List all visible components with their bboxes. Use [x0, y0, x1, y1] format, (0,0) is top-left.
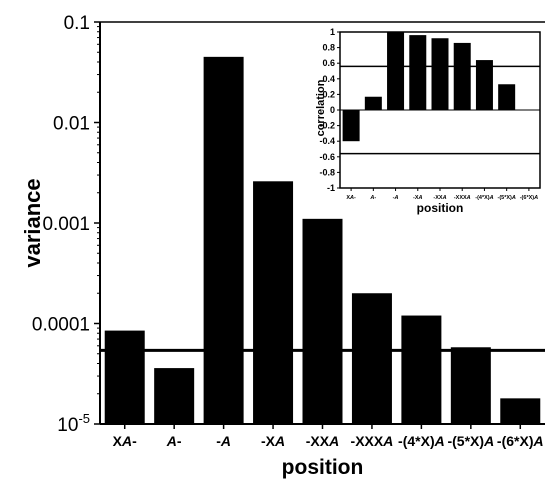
x-tick-label: XA- [113, 433, 137, 449]
y-axis-label: variance [20, 178, 45, 267]
y-tick-label: 0.001 [42, 214, 90, 235]
inset-bar [520, 110, 538, 111]
inset-bar [409, 35, 427, 111]
x-tick-label: A- [166, 433, 182, 449]
inset-y-tick-label: 1 [330, 27, 335, 37]
bar [203, 56, 244, 424]
inset-x-axis-label: position [417, 201, 464, 215]
inset-x-tick-label: -XXXA [454, 195, 471, 201]
y-tick-label: 10-5 [57, 411, 90, 436]
x-axis-label: position [282, 456, 364, 479]
inset-y-axis-label: correlation [315, 79, 327, 136]
inset-y-tick-label: -0.6 [319, 152, 335, 162]
inset-y-tick-label: -0.8 [319, 167, 335, 177]
main-plot: 0.1 0.01 0.001 0.0001 10-5 variance XA- A- -A -XA… [20, 13, 545, 479]
x-tick-label: -XXA [306, 433, 339, 449]
inset-y-tick-label: -0.4 [319, 136, 335, 146]
x-tick-label: -(6*X)A [497, 433, 544, 449]
inset-bar [431, 38, 449, 110]
bar [104, 330, 145, 424]
inset-y-tick-label: 0.8 [322, 43, 335, 53]
y-tick-label: 0.01 [53, 114, 90, 135]
inset-y-tick-label: 0.2 [322, 89, 335, 99]
inset-x-tick-label: -(4*X)A [475, 195, 493, 201]
x-tick-label: -A [216, 433, 231, 449]
inset-x-tick-label: -XXA [433, 195, 446, 201]
inset-x-tick-label: -A [393, 195, 399, 201]
inset-y-tick-label: -0.2 [319, 121, 335, 131]
inset-y-tick-label: 0.6 [322, 58, 335, 68]
inset-y-tick-label: 0.4 [322, 74, 335, 84]
bar [351, 293, 392, 424]
inset-bar [364, 96, 382, 110]
inset-x-tick-label: -(5*X)A [497, 195, 515, 201]
inset-x-tick-label: A- [369, 195, 376, 201]
x-tick-label: -XA [261, 433, 285, 449]
y-tick-label: 0.1 [64, 13, 90, 34]
inset-plot: -1 -0.8 -0.6 -0.4 -0.2 0 0.2 0.4 0.6 0.8 1 correlat… [315, 27, 541, 215]
inset-x-tick-label: XA- [346, 195, 356, 201]
bar [450, 347, 491, 424]
inset-bar [342, 110, 360, 142]
inset-bar [453, 42, 471, 110]
inset-x-tick-label: -XA [413, 195, 423, 201]
bar [500, 398, 541, 424]
bar [154, 368, 195, 424]
x-tick-label: -(4*X)A [398, 433, 445, 449]
inset-bar [387, 32, 405, 110]
inset-y-tick-label: 0 [330, 105, 335, 115]
bar [253, 181, 294, 424]
x-tick-label: -(5*X)A [447, 433, 494, 449]
x-tick-label: -XXXA [351, 433, 394, 449]
inset-y-tick-label: -1 [327, 183, 335, 193]
inset-bar [498, 84, 516, 110]
bar [302, 218, 343, 424]
inset-x-tick-label: -(6*X)A [520, 195, 538, 201]
inset-bar [475, 60, 493, 110]
bar [401, 315, 442, 424]
y-tick-label: 0.0001 [32, 315, 90, 336]
